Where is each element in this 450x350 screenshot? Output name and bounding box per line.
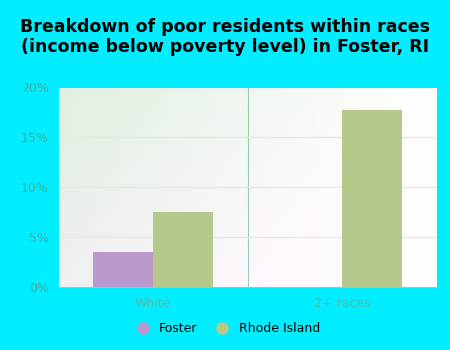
Bar [342, 111, 402, 287]
Bar [153, 212, 213, 287]
Text: Breakdown of poor residents within races
(income below poverty level) in Foster,: Breakdown of poor residents within races… [20, 18, 430, 56]
Bar [93, 252, 153, 287]
Legend: Foster, Rhode Island: Foster, Rhode Island [125, 317, 325, 340]
